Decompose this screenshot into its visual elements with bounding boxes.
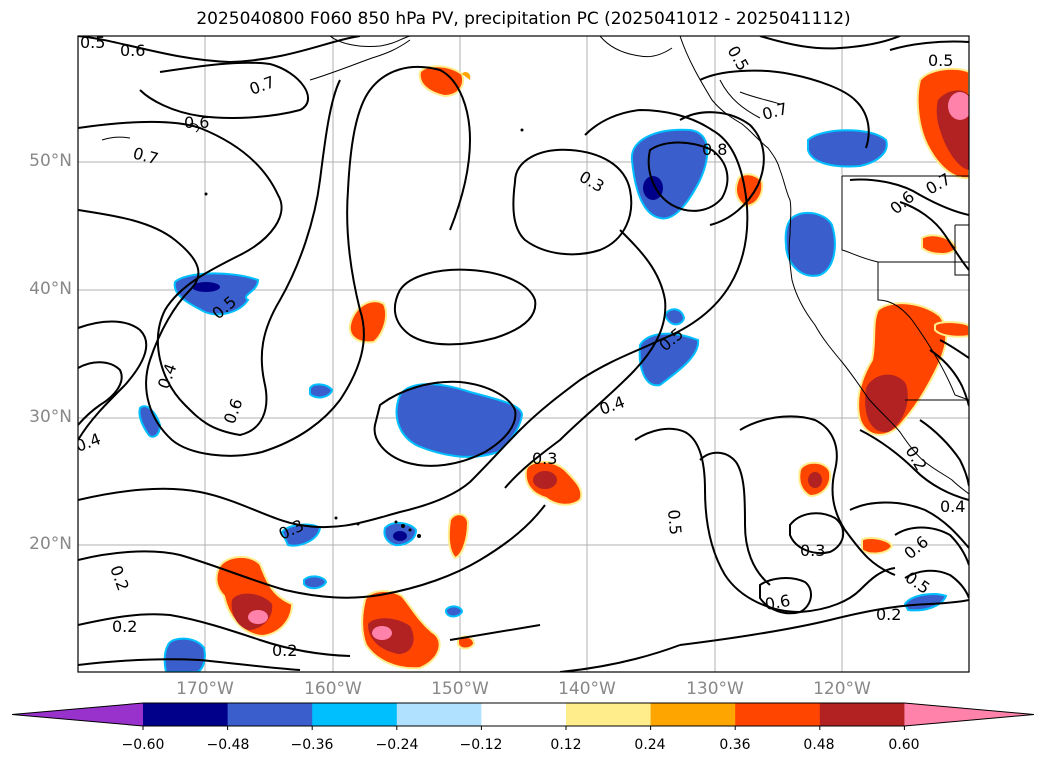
contour-label: 0.6	[120, 41, 145, 60]
contour-label: 0.2	[902, 443, 931, 475]
blob-bc-core	[643, 176, 663, 200]
contour-label: 0.2	[272, 641, 297, 660]
positive-precip-areas	[215, 65, 969, 670]
colorbar-segment	[227, 703, 313, 726]
contour-label: 0.4	[154, 361, 181, 391]
lon-label-150w: 150°W	[431, 679, 489, 699]
colorbar-tick-label: 0.36	[719, 737, 751, 753]
contour-label: 0.3	[532, 449, 557, 468]
contour-label: 0.4	[597, 392, 627, 419]
colorbar-tick-label: −0.48	[206, 737, 250, 753]
contour-label: 0.7	[923, 169, 955, 198]
blob-mid-east-small	[663, 308, 686, 326]
colorbar-segment	[312, 703, 398, 726]
map-title: 2025040800 F060 850 hPa PV, precipitatio…	[196, 9, 851, 29]
colorbar-extend-left	[12, 703, 143, 726]
blob-sw-corner	[163, 637, 206, 672]
colorbar-segment	[735, 703, 821, 726]
lat-label-40n: 40°N	[29, 279, 72, 299]
plot-frame	[77, 35, 970, 673]
contour-label: 0.6	[184, 113, 209, 132]
colorbar-extend-right	[904, 703, 1034, 726]
contour-label: 0.2	[112, 617, 137, 636]
contour-label: 0.5	[664, 509, 685, 536]
contour-label: 0.6	[763, 591, 791, 614]
contour-label: 0.8	[702, 140, 727, 159]
negative-precip-areas	[138, 128, 948, 672]
blob-west-pac-core	[192, 282, 220, 292]
colorbar-tick-label: −0.60	[121, 737, 165, 753]
lat-label-50n: 50°N	[29, 151, 72, 171]
lon-label-130w: 130°W	[686, 679, 744, 699]
colorbar-tick-label: 0.24	[634, 737, 666, 753]
pv-contours	[78, 36, 969, 672]
lon-label-170w: 170°W	[176, 679, 234, 699]
contour-label: 0.7	[131, 144, 161, 169]
contour-label: 0.6	[220, 396, 247, 426]
lon-label-120w: 120°W	[813, 679, 871, 699]
contour-label: 0.5	[724, 43, 753, 75]
islands	[204, 128, 524, 538]
contour-label: 0.5	[928, 51, 953, 70]
contour-labels: 0.5 0.6 0.7 0.6 0.7 0.5 0.4 0.6 0.4 0.2 …	[78, 33, 965, 660]
colorbar-segment	[650, 703, 736, 726]
lat-label-20n: 20°N	[29, 534, 72, 554]
colorbar-tick-label: −0.12	[459, 737, 503, 753]
colorbar-tick-label: 0.60	[888, 737, 920, 753]
colorbar-segment	[819, 703, 905, 726]
blob-mid-pac	[348, 300, 388, 344]
lon-label-140w: 140°W	[558, 679, 616, 699]
blob-wa-coast	[735, 173, 764, 208]
colorbar-tick-label: −0.36	[290, 737, 334, 753]
colorbar-segment	[481, 703, 567, 726]
blob-inland-nw	[807, 129, 888, 168]
contour-label: 0.4	[940, 497, 965, 516]
contour-label: 0.7	[760, 99, 790, 124]
contour-label: 0.6	[900, 532, 932, 563]
colorbar-tick-label: 0.48	[803, 737, 835, 753]
colorbar-segment	[143, 703, 229, 726]
colorbar-tick-label: −0.24	[375, 737, 419, 753]
lat-label-30n: 30°N	[29, 407, 72, 427]
contour-label: 0.2	[106, 563, 133, 593]
colorbar-segment	[566, 703, 652, 726]
colorbar-segment	[396, 703, 482, 726]
contour-label: 0.2	[876, 605, 901, 624]
blob-central-pac	[395, 383, 524, 458]
colorbar	[11, 702, 1035, 730]
contour-label: 0.7	[247, 72, 277, 99]
coastlines	[101, 36, 969, 495]
contour-label: 0.5	[80, 33, 105, 52]
blob-or-coast	[784, 211, 836, 277]
contour-label: 0.3	[576, 167, 608, 196]
lon-label-160w: 160°W	[304, 679, 362, 699]
blob-mid-east	[638, 332, 700, 387]
contour-label: 0.3	[800, 541, 825, 560]
colorbar-tick-label: 0.12	[550, 737, 582, 753]
